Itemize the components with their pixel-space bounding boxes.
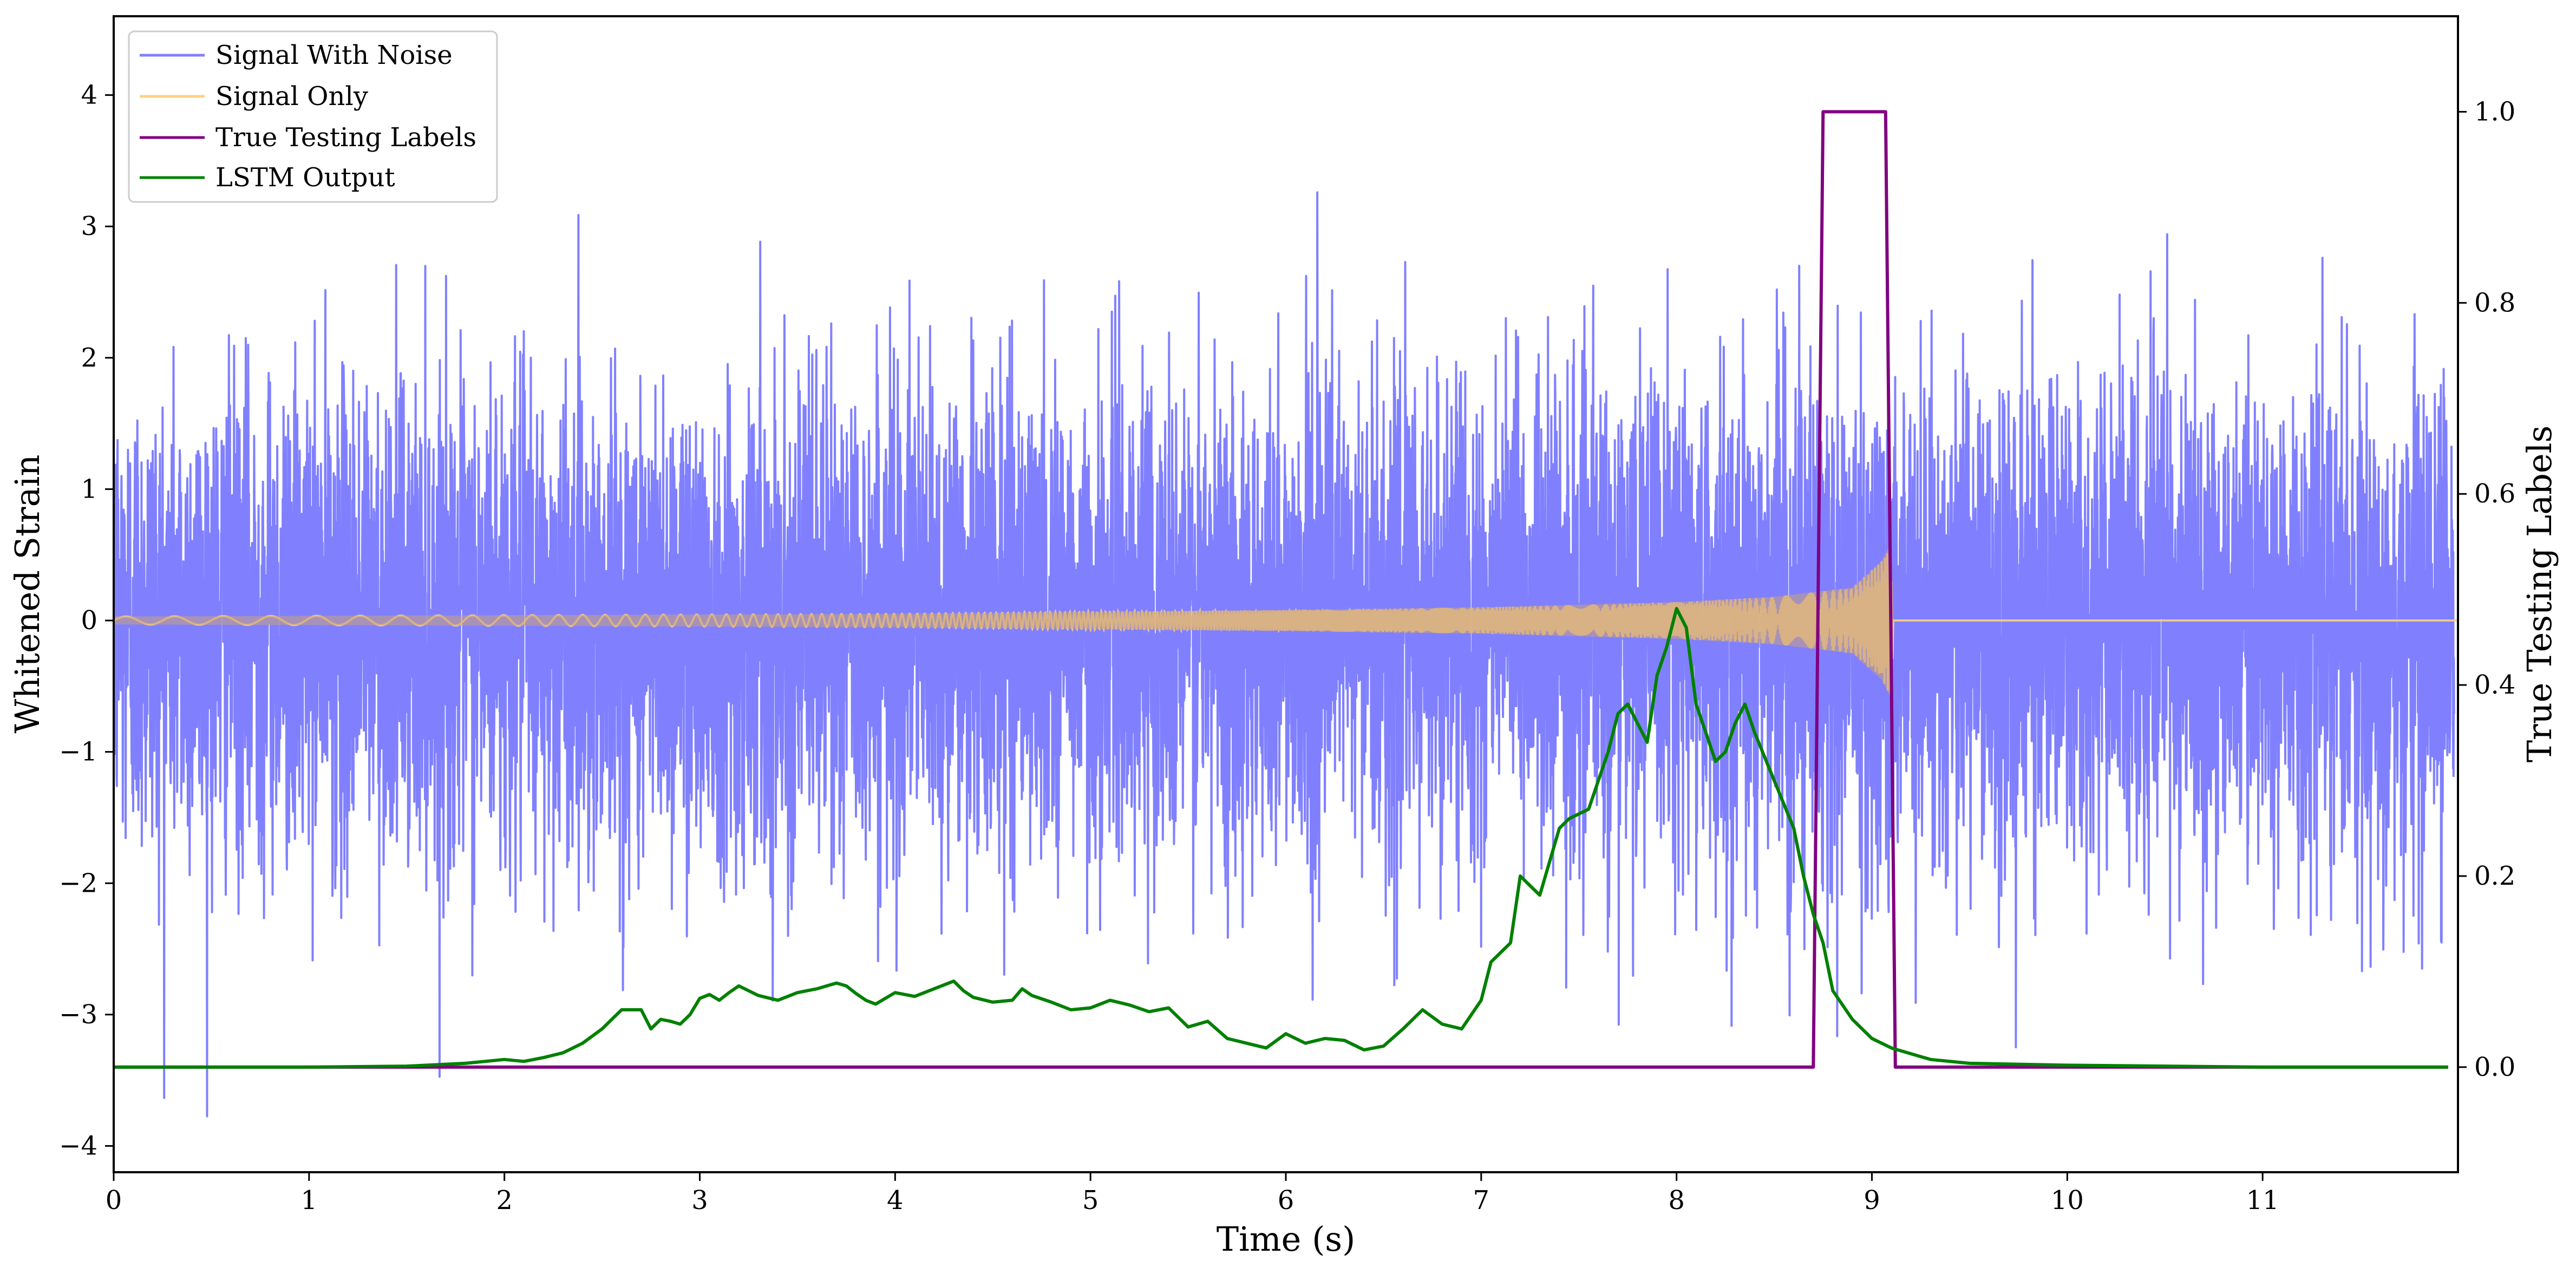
- x-tick-label: 2: [496, 1185, 513, 1216]
- y-right-tick-label: 0.6: [2474, 479, 2515, 509]
- legend-box: [128, 30, 498, 203]
- y-tick-label: 2: [81, 343, 97, 373]
- x-tick-label: 1: [301, 1185, 318, 1216]
- series-lstm-output: [114, 607, 2448, 1069]
- y-right-tick-label: 0.4: [2474, 670, 2515, 700]
- y-right-axis-title: True Testing Labels: [2520, 426, 2559, 763]
- series-true-testing-labels: [114, 110, 2448, 1069]
- x-tick-label: 9: [1864, 1185, 1880, 1216]
- y-right-tick-label: 0.8: [2474, 288, 2515, 318]
- plot-area: [114, 110, 2458, 1118]
- y-tick-label: 0: [81, 605, 97, 636]
- y-tick-label: 3: [81, 211, 97, 241]
- x-tick-label: 3: [691, 1185, 708, 1216]
- axis-layer: 0 1 2 3 4 5 6 7 8 9 10 11 −4 −3 −2 −1 0 1 2 3 4 0.0 0.2 0.4 0.6 0…: [59, 80, 2515, 1216]
- legend-label-lstm-output: LSTM Output: [215, 162, 395, 193]
- y-tick-label: 1: [81, 474, 97, 504]
- x-tick-label: 4: [887, 1185, 904, 1216]
- legend-label-signal-with-noise: Signal With Noise: [215, 40, 453, 70]
- y-tick-label: 4: [81, 80, 97, 110]
- y-right-tick-label: 0.0: [2474, 1052, 2515, 1082]
- x-tick-label: 11: [2246, 1185, 2279, 1216]
- y-right-tick-label: 0.2: [2474, 861, 2515, 891]
- x-tick-label: 8: [1668, 1185, 1685, 1216]
- plot-layer: [114, 110, 2458, 1118]
- x-tick-label: 6: [1278, 1185, 1294, 1216]
- x-tick-label: 7: [1473, 1185, 1490, 1216]
- y-tick-label: −4: [59, 1131, 97, 1161]
- x-tick-label: 0: [106, 1185, 122, 1216]
- x-tick-label: 5: [1082, 1185, 1099, 1216]
- y-axis-title: Whitened Strain: [8, 455, 47, 734]
- legend: Signal With Noise Signal Only True Testi…: [128, 30, 498, 203]
- x-axis-title: Time (s): [1217, 1219, 1356, 1259]
- y-tick-label: −2: [59, 868, 97, 898]
- legend-label-true-testing-labels: True Testing Labels: [215, 122, 476, 153]
- x-tick-label: 10: [2051, 1185, 2084, 1216]
- y-right-tick-label: 1.0: [2474, 96, 2515, 127]
- series-signal-only-envelope: [114, 541, 2458, 700]
- legend-label-signal-only: Signal Only: [215, 81, 368, 112]
- y-tick-label: −1: [59, 737, 97, 767]
- y-tick-label: −3: [59, 999, 97, 1030]
